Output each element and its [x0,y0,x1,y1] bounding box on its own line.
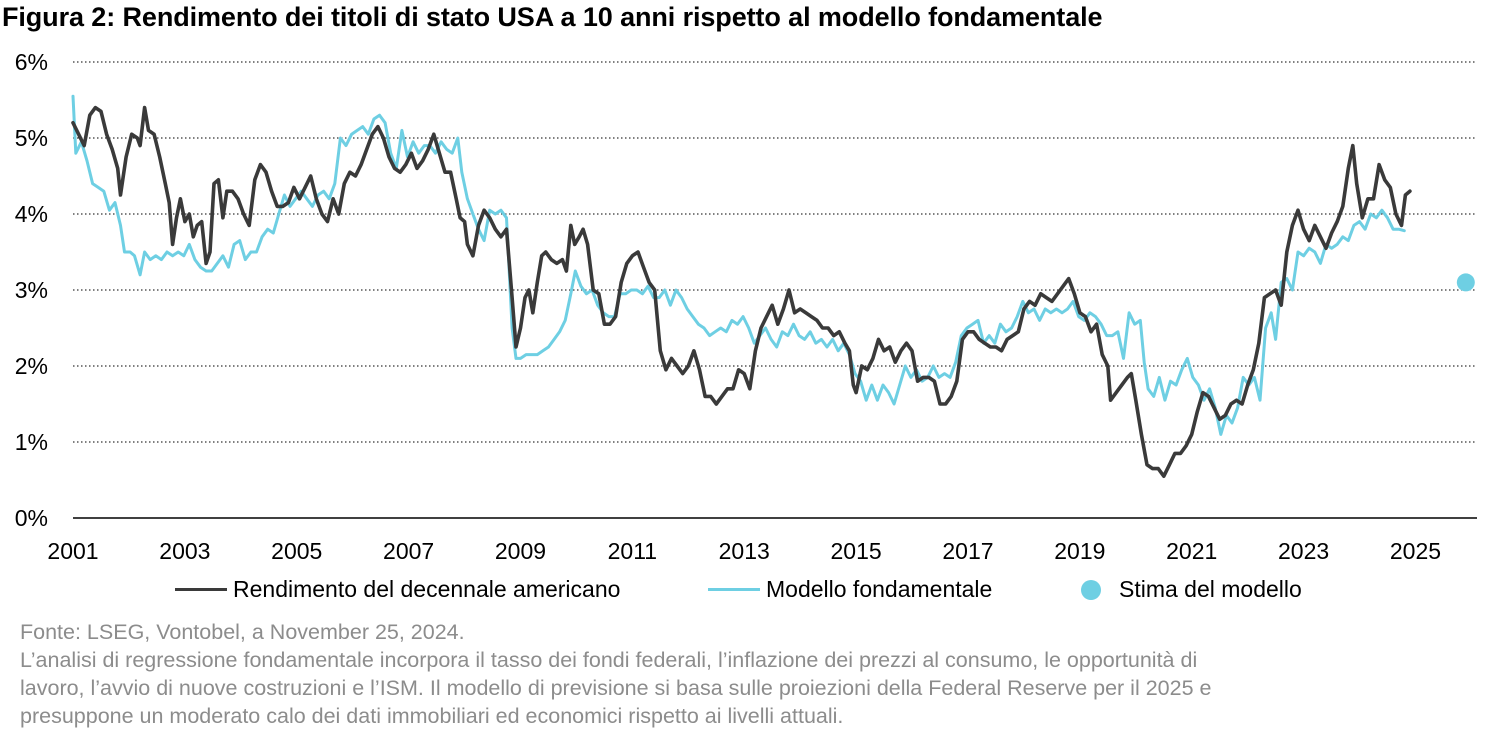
legend-swatch-yield [175,588,227,591]
y-tick-label: 6% [15,49,48,75]
y-tick-label: 2% [15,353,48,379]
axes: 0% 1% 2% 3% 4% 5% 6% 2001 2003 2005 2007 2009 2011 20… [15,49,1477,564]
x-tick-label: 2017 [942,538,993,564]
y-tick-label: 0% [15,505,48,531]
x-tick-label: 2015 [831,538,882,564]
legend-swatch-model [708,588,760,591]
legend: Rendimento del decennale americano Model… [0,576,1500,610]
note-line-3: presuppone un moderato calo dei dati imm… [20,704,844,728]
gridlines [73,61,1477,443]
legend-item-estimate: Stima del modello [1081,576,1302,603]
y-tick-label: 4% [15,201,48,227]
estimate-point [1456,273,1475,292]
legend-item-model: Modello fondamentale [708,576,992,603]
x-tick-label: 2003 [159,538,210,564]
source-notes: Fonte: LSEG, Vontobel, a November 25, 20… [20,618,1490,730]
x-tick-label: 2009 [495,538,546,564]
x-tick-label: 2011 [608,538,657,564]
x-tick-label: 2025 [1390,538,1441,564]
chart-plot: 0% 1% 2% 3% 4% 5% 6% 2001 2003 2005 2007 2009 2011 20… [15,49,1477,564]
legend-label-model: Modello fondamentale [766,576,993,602]
x-tick-label: 2021 [1166,538,1217,564]
legend-label-yield: Rendimento del decennale americano [233,576,621,602]
legend-swatch-estimate [1081,579,1101,600]
y-tick-label: 5% [15,125,48,151]
series-line-model [71,94,1406,436]
y-tick-label: 1% [15,429,48,455]
note-line-2: lavoro, l’avvio di nuove costruzioni e l… [20,676,1212,700]
source-line: Fonte: LSEG, Vontobel, a November 25, 20… [20,620,465,644]
y-tick-label: 3% [15,277,48,303]
x-tick-label: 2023 [1278,538,1329,564]
x-tick-label: 2007 [383,538,434,564]
x-tick-label: 2013 [719,538,770,564]
x-tick-label: 2001 [47,538,98,564]
x-tick-label: 2019 [1054,538,1105,564]
series-lines [71,94,1475,478]
series-line-yield [71,105,1412,478]
note-line-1: L’analisi di regressione fondamentale in… [20,648,1198,672]
x-tick-label: 2005 [271,538,322,564]
legend-label-estimate: Stima del modello [1119,576,1302,602]
chart-title: Figura 2: Rendimento dei titoli di stato… [2,2,1103,32]
legend-item-yield: Rendimento del decennale americano [175,576,620,603]
